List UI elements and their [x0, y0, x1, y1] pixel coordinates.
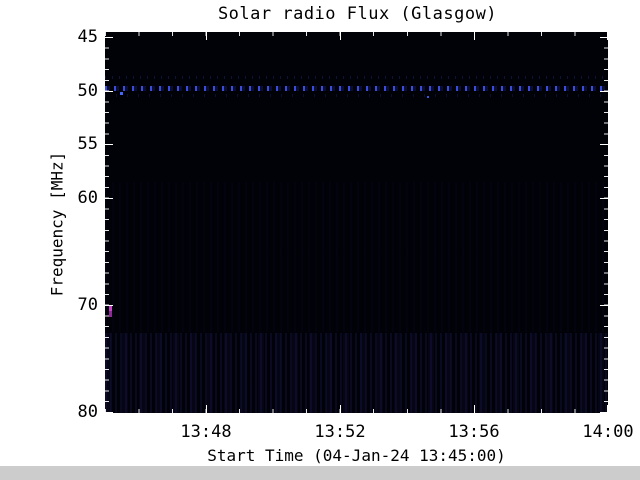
y-tick-label: 50: [77, 81, 98, 101]
tick-mark: [607, 405, 608, 413]
tick-mark: [105, 198, 113, 199]
y-tick-label: 60: [77, 188, 98, 208]
blue-speck-icon: [427, 96, 429, 98]
y-axis-label: Frequency [MHz]: [47, 151, 67, 297]
tick-mark: [600, 91, 608, 92]
tick-mark: [105, 37, 113, 38]
plot-area: [105, 32, 608, 413]
tick-mark: [600, 37, 608, 38]
tick-mark: [105, 412, 113, 413]
tick-mark: [206, 32, 207, 40]
tick-mark: [105, 144, 113, 145]
y-tick-label: 45: [77, 27, 98, 47]
x-tick-label: 13:56: [448, 422, 500, 442]
tick-mark: [105, 305, 113, 306]
tick-mark: [206, 405, 207, 413]
tick-marks-minor-top: [105, 32, 608, 36]
status-bar: Updated Thu Jan 4 14:18:05 2024BG subtra…: [0, 466, 640, 480]
interference-band-lower: [105, 94, 608, 97]
interference-band-upper: [105, 76, 608, 79]
tick-marks-minor-bottom: [105, 409, 608, 413]
interference-band: [105, 86, 608, 91]
blue-speck-icon: [120, 92, 123, 95]
tick-mark: [340, 32, 341, 40]
tick-mark: [600, 412, 608, 413]
tick-mark: [600, 198, 608, 199]
tick-mark: [474, 32, 475, 40]
tick-mark: [607, 32, 608, 40]
x-tick-label: 13:52: [314, 422, 366, 442]
tick-mark: [600, 305, 608, 306]
x-tick-label: 14:00: [582, 422, 634, 442]
tick-mark: [340, 405, 341, 413]
x-tick-label: 13:48: [180, 422, 232, 442]
point-burst: [109, 306, 112, 317]
x-axis-label: Start Time (04-Jan-24 13:45:00): [207, 446, 506, 465]
chart-title: Solar radio Flux (Glasgow): [217, 4, 498, 24]
tick-mark: [105, 91, 113, 92]
noise-texture-bottom: [105, 333, 608, 413]
y-tick-label: 55: [77, 134, 98, 154]
noise-texture-mid: [105, 182, 608, 332]
tick-mark: [600, 144, 608, 145]
tick-marks-minor-right: [604, 32, 608, 413]
tick-mark: [474, 405, 475, 413]
y-tick-label: 70: [77, 295, 98, 315]
tick-marks-minor-left: [105, 32, 109, 413]
y-tick-label: 80: [77, 402, 98, 422]
